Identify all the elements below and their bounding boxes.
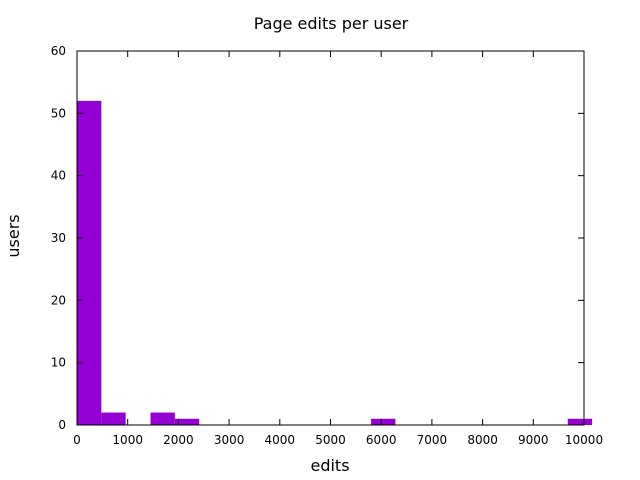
x-tick-label: 6000 [366,433,397,447]
x-tick-label: 5000 [315,433,346,447]
y-tick-label: 20 [51,293,66,307]
x-tick-label: 8000 [467,433,498,447]
histogram-bar-3 [174,418,200,425]
y-tick-label: 0 [58,418,66,432]
chart-title: Page edits per user [254,14,409,33]
y-tick-label: 60 [51,44,66,58]
y-axis-label: users [4,214,23,257]
x-axis-label: edits [310,456,349,475]
histogram-bar-1 [101,412,126,425]
histogram-bar-0 [77,100,102,425]
x-tick-label: 0 [73,433,81,447]
y-tick-label: 30 [51,231,66,245]
x-tick-labels: 0 1000 2000 3000 4000 5000 6000 7000 8000 9000 100… [73,433,603,447]
y-tick-label: 10 [51,356,66,370]
histogram-bar-4 [371,418,396,425]
x-tick-label: 1000 [112,433,143,447]
y-tick-labels: 0 10 20 30 40 50 60 [51,44,66,432]
y-tick-label: 50 [51,106,66,120]
histogram-bar-2 [150,412,175,425]
bars-group [77,100,593,425]
ticks-group [76,50,585,426]
x-tick-label: 3000 [214,433,245,447]
x-tick-label: 10000 [565,433,603,447]
x-tick-label: 9000 [518,433,549,447]
x-tick-label: 7000 [417,433,448,447]
histogram-bar-5 [567,418,593,425]
x-tick-label: 4000 [265,433,296,447]
y-tick-label: 40 [51,169,66,183]
x-tick-label: 2000 [163,433,194,447]
plot-frame [76,50,585,426]
